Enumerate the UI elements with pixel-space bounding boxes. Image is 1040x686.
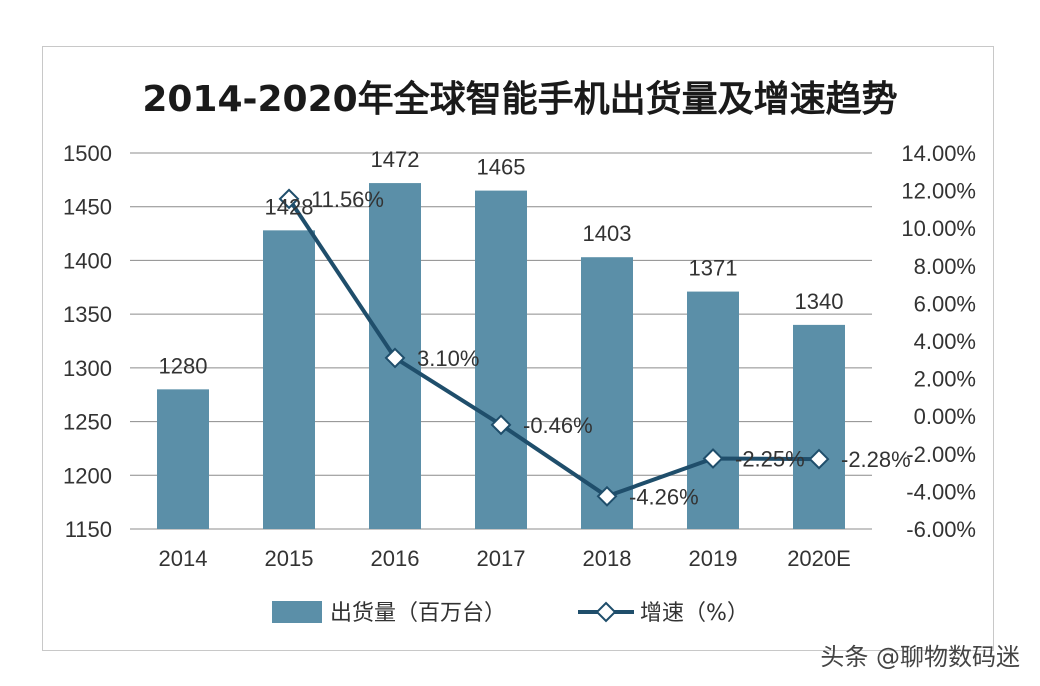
y-left-tick-label: 1200 [63,463,112,488]
legend-bar-label: 出货量（百万台） [330,601,506,626]
growth-marker [384,347,406,369]
legend-line-label: 增速（%） [640,601,749,626]
x-tick-label: 2014 [159,546,208,571]
legend-line-marker [595,601,617,623]
growth-marker [702,448,724,469]
bar [263,230,315,529]
x-tick-label: 2018 [583,546,632,571]
growth-data-label: -4.26% [629,484,699,509]
x-tick-label: 2017 [477,546,526,571]
y-right-tick-label: 12.00% [901,179,976,204]
growth-data-label: 11.56% [311,187,384,212]
y-right-tick-label: 2.00% [914,367,976,392]
y-left-tick-label: 1350 [63,302,112,327]
growth-data-label: -0.46% [523,413,593,438]
x-tick-label: 2015 [265,546,314,571]
y-left-tick-label: 1300 [63,356,112,381]
growth-data-label: 3.10% [417,346,479,371]
growth-marker [278,188,300,210]
y-left-tick-label: 1450 [63,195,112,220]
watermark: 头条 @聊物数码迷 [820,643,1020,671]
growth-marker [808,448,830,470]
bar-data-label: 1472 [371,147,420,172]
y-right-tick-label: 14.00% [901,141,976,166]
y-right-tick-label: 6.00% [914,291,976,316]
y-left-tick-label: 1500 [63,141,112,166]
growth-data-label: -2.28% [841,447,911,472]
growth-line [287,197,820,499]
x-tick-label: 2019 [689,546,738,571]
bar-data-label: 1371 [689,256,738,281]
bar [687,291,739,529]
x-tick-label: 2020E [787,546,851,571]
y-right-tick-label: 8.00% [914,254,976,279]
bar-data-label: 1428 [265,194,314,219]
bar [475,190,527,529]
bar-data-label: 1465 [477,155,526,180]
y-right-tick-label: 0.00% [914,404,976,429]
bar [157,389,209,529]
bar-data-label: 1280 [159,353,208,378]
y-right-tick-label: -6.00% [906,517,976,542]
y-left-tick-label: 1250 [63,410,112,435]
x-tick-label: 2016 [371,546,420,571]
y-left-tick-label: 1150 [65,517,112,542]
y-right-tick-label: 10.00% [901,216,976,241]
y-left-tick-label: 1400 [63,248,112,273]
growth-marker [490,414,512,436]
bar-data-label: 1403 [583,221,632,246]
legend-bar-swatch [272,601,322,623]
growth-marker [596,485,618,507]
y-right-tick-label: -2.00% [906,442,976,467]
bar [793,324,845,529]
y-right-tick-label: 4.00% [914,329,976,354]
y-right-tick-label: -4.00% [906,479,976,504]
bar-data-label: 1340 [795,289,844,314]
chart-title: 2014-2020年全球智能手机出货量及增速趋势 [142,79,898,120]
growth-data-label: -2.25% [735,447,805,472]
